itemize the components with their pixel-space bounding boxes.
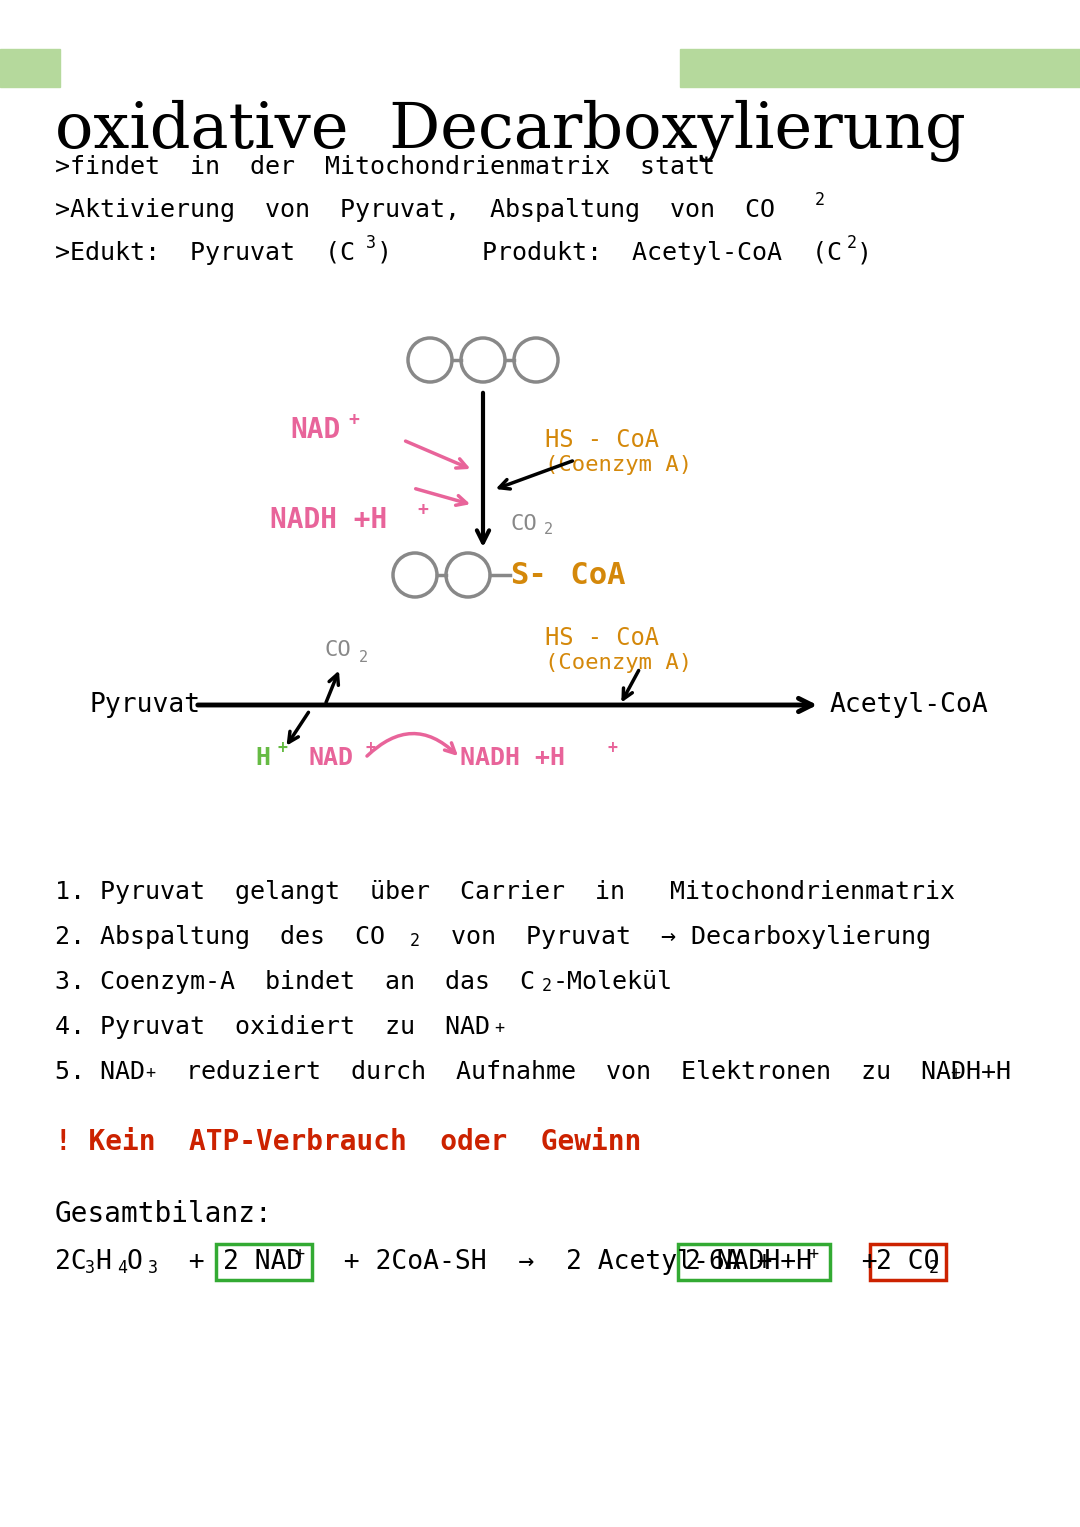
Text: 3: 3 bbox=[148, 1258, 158, 1277]
Text: +: + bbox=[417, 501, 428, 519]
Text: 2: 2 bbox=[544, 522, 553, 538]
Text: 2 NADH+H: 2 NADH+H bbox=[685, 1249, 812, 1275]
Text: S-: S- bbox=[510, 560, 546, 589]
Text: + 2CoA-SH  →  2 Acetyl-6A +: + 2CoA-SH → 2 Acetyl-6A + bbox=[312, 1249, 788, 1275]
Text: >findet  in  der  Mitochondrienmatrix  statt: >findet in der Mitochondrienmatrix statt bbox=[55, 156, 715, 179]
Text: 2: 2 bbox=[929, 1258, 939, 1277]
Text: Acetyl-CoA: Acetyl-CoA bbox=[831, 692, 989, 718]
Text: HS - CoA: HS - CoA bbox=[545, 428, 659, 452]
Text: +: + bbox=[950, 1064, 960, 1083]
Bar bbox=[0, 49, 60, 87]
Text: Gesamtbilanz:: Gesamtbilanz: bbox=[55, 1200, 273, 1228]
FancyArrowPatch shape bbox=[367, 733, 455, 756]
Text: 3: 3 bbox=[85, 1258, 95, 1277]
Text: +: + bbox=[278, 739, 288, 757]
Text: )      Produkt:  Acetyl-CoA  (C: ) Produkt: Acetyl-CoA (C bbox=[377, 241, 842, 266]
Text: NAD: NAD bbox=[308, 747, 353, 770]
Text: 2: 2 bbox=[410, 931, 420, 950]
Text: oxidative  Decarboxylierung: oxidative Decarboxylierung bbox=[55, 99, 966, 162]
Text: 5. NAD: 5. NAD bbox=[55, 1060, 145, 1084]
Text: CoA: CoA bbox=[552, 560, 625, 589]
Text: +: + bbox=[145, 1064, 156, 1083]
Text: -Molekül: -Molekül bbox=[553, 970, 673, 994]
Text: 2C: 2C bbox=[55, 1249, 86, 1275]
Text: ): ) bbox=[858, 241, 872, 266]
Text: +: + bbox=[348, 411, 359, 429]
Text: +: + bbox=[607, 739, 617, 757]
Text: reduziert  durch  Aufnahme  von  Elektronen  zu  NADH+H: reduziert durch Aufnahme von Elektronen … bbox=[156, 1060, 1011, 1084]
Text: (Coenzym A): (Coenzym A) bbox=[545, 455, 692, 475]
Text: O: O bbox=[126, 1249, 141, 1275]
Text: +: + bbox=[157, 1249, 237, 1275]
Text: 2 NAD: 2 NAD bbox=[222, 1249, 302, 1275]
Text: 2: 2 bbox=[542, 977, 552, 996]
Text: Pyruvat: Pyruvat bbox=[90, 692, 201, 718]
Text: +: + bbox=[294, 1245, 303, 1263]
Text: 2. Abspaltung  des  CO: 2. Abspaltung des CO bbox=[55, 925, 384, 948]
Text: HS - CoA: HS - CoA bbox=[545, 626, 659, 651]
Text: CO: CO bbox=[325, 640, 352, 660]
Text: 2: 2 bbox=[847, 234, 858, 252]
Text: >Edukt:  Pyruvat  (C: >Edukt: Pyruvat (C bbox=[55, 241, 355, 266]
Text: +: + bbox=[365, 739, 375, 757]
Text: >Aktivierung  von  Pyruvat,  Abspaltung  von  CO: >Aktivierung von Pyruvat, Abspaltung von… bbox=[55, 199, 775, 221]
Text: NADH +H: NADH +H bbox=[270, 505, 388, 534]
Text: +: + bbox=[808, 1245, 818, 1263]
Text: 2: 2 bbox=[359, 651, 368, 666]
Text: +: + bbox=[494, 1019, 504, 1037]
Text: ! Kein  ATP-Verbrauch  oder  Gewinn: ! Kein ATP-Verbrauch oder Gewinn bbox=[55, 1128, 642, 1156]
Text: H: H bbox=[255, 747, 270, 770]
Text: +: + bbox=[831, 1249, 893, 1275]
Text: NADH +H: NADH +H bbox=[460, 747, 565, 770]
Text: H: H bbox=[95, 1249, 111, 1275]
Text: 2: 2 bbox=[815, 191, 825, 209]
Text: 4: 4 bbox=[117, 1258, 127, 1277]
Text: 2 CO: 2 CO bbox=[876, 1249, 940, 1275]
Text: CO: CO bbox=[510, 515, 537, 534]
Text: von  Pyruvat  → Decarboxylierung: von Pyruvat → Decarboxylierung bbox=[421, 925, 931, 948]
Bar bbox=[680, 49, 1080, 87]
Text: 1. Pyruvat  gelangt  über  Carrier  in   Mitochondrienmatrix: 1. Pyruvat gelangt über Carrier in Mitoc… bbox=[55, 880, 955, 904]
Text: 3. Coenzym-A  bindet  an  das  C: 3. Coenzym-A bindet an das C bbox=[55, 970, 535, 994]
Text: 4. Pyruvat  oxidiert  zu  NAD: 4. Pyruvat oxidiert zu NAD bbox=[55, 1015, 490, 1038]
Text: (Coenzym A): (Coenzym A) bbox=[545, 654, 692, 673]
Text: 3: 3 bbox=[366, 234, 376, 252]
Text: NAD: NAD bbox=[291, 415, 340, 444]
